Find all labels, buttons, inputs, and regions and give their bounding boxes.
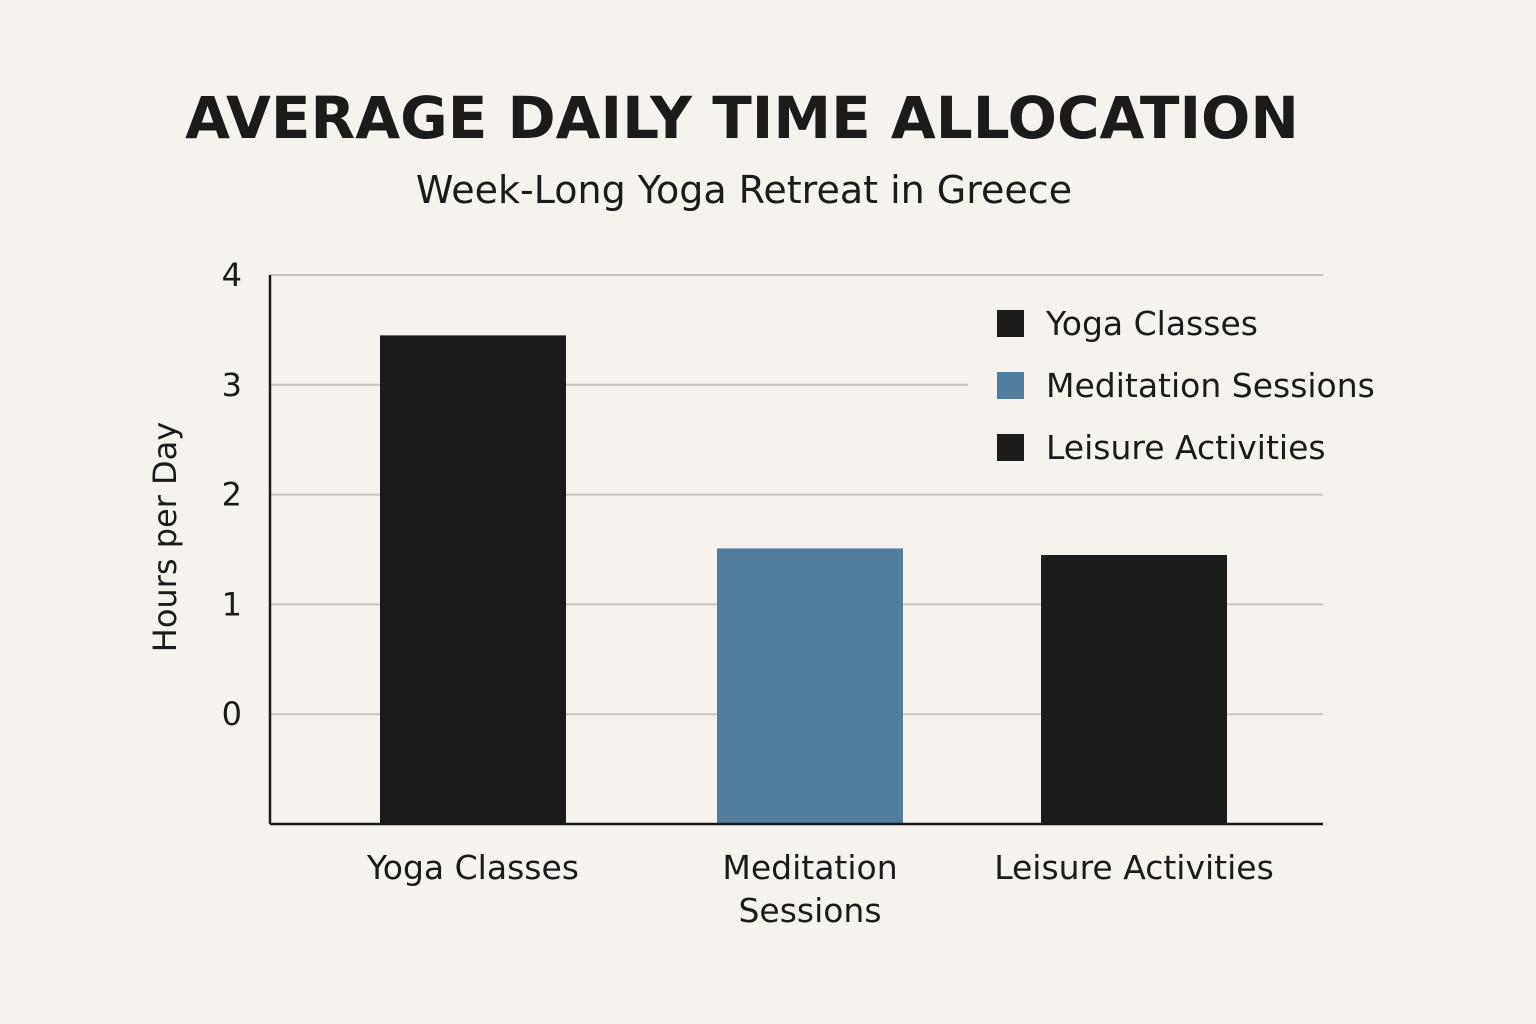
x-category-label: Leisure Activities	[994, 848, 1274, 887]
y-tick-label: 2	[222, 476, 242, 514]
legend-swatch	[997, 310, 1024, 337]
y-tick-label: 4	[222, 256, 242, 294]
axes	[268, 275, 1323, 826]
legend-label: Leisure Activities	[1046, 428, 1326, 467]
legend-label: Yoga Classes	[1045, 304, 1258, 343]
y-tick-label: 3	[222, 366, 242, 404]
y-tick-label: 1	[222, 585, 242, 623]
legend-swatch	[997, 434, 1024, 461]
bars	[380, 335, 1227, 824]
y-tick-label: 0	[222, 695, 242, 733]
x-axis-category-labels: Yoga Classes Meditation Sessions Leisure Ac…	[366, 848, 1274, 930]
legend-label: Meditation Sessions	[1046, 366, 1375, 405]
chart-subtitle: Week-Long Yoga Retreat in Greece	[416, 168, 1072, 212]
legend-swatch	[997, 372, 1024, 399]
chart-title: AVERAGE DAILY TIME ALLOCATION	[185, 84, 1299, 152]
x-category-label: Yoga Classes	[366, 848, 579, 887]
y-axis-ticks: 0 1 2 3 4	[222, 256, 242, 733]
legend: Yoga Classes Meditation Sessions Leisure A…	[968, 292, 1375, 477]
legend-background	[968, 292, 1368, 477]
bar-meditation-sessions	[717, 548, 903, 824]
y-axis-title: Hours per Day	[146, 422, 184, 652]
bar-yoga-classes	[380, 335, 566, 824]
bar-leisure-activities	[1041, 554, 1227, 824]
x-category-label: Meditation Sessions	[722, 848, 897, 930]
